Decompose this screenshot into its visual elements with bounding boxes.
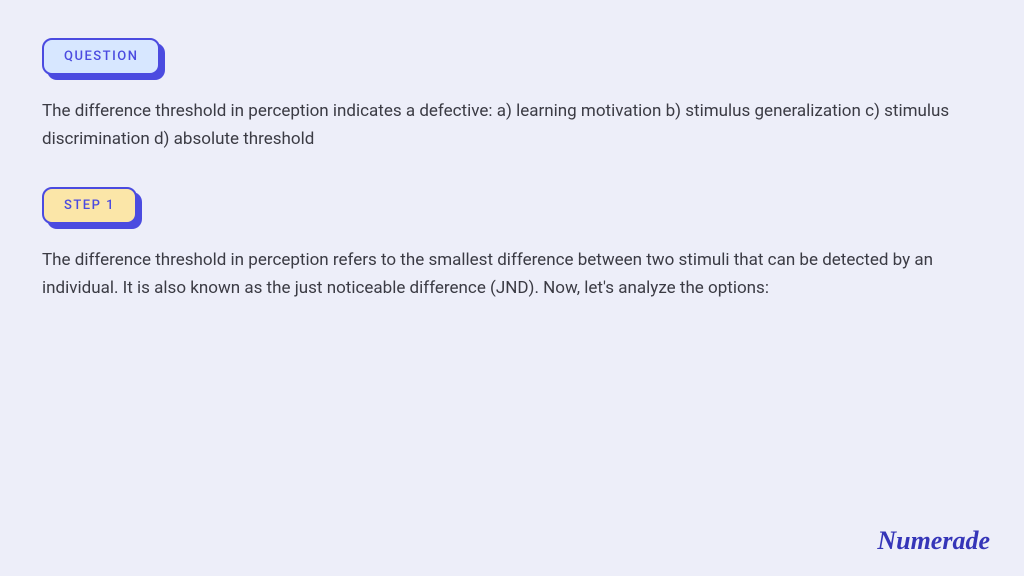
question-badge: QUESTION [42, 38, 160, 75]
step-badge-label: STEP 1 [42, 187, 137, 224]
brand-logo: Numerade [877, 526, 990, 556]
question-badge-label: QUESTION [42, 38, 160, 75]
step-badge: STEP 1 [42, 187, 137, 224]
question-text: The difference threshold in perception i… [42, 97, 982, 153]
step-text: The difference threshold in perception r… [42, 246, 982, 302]
